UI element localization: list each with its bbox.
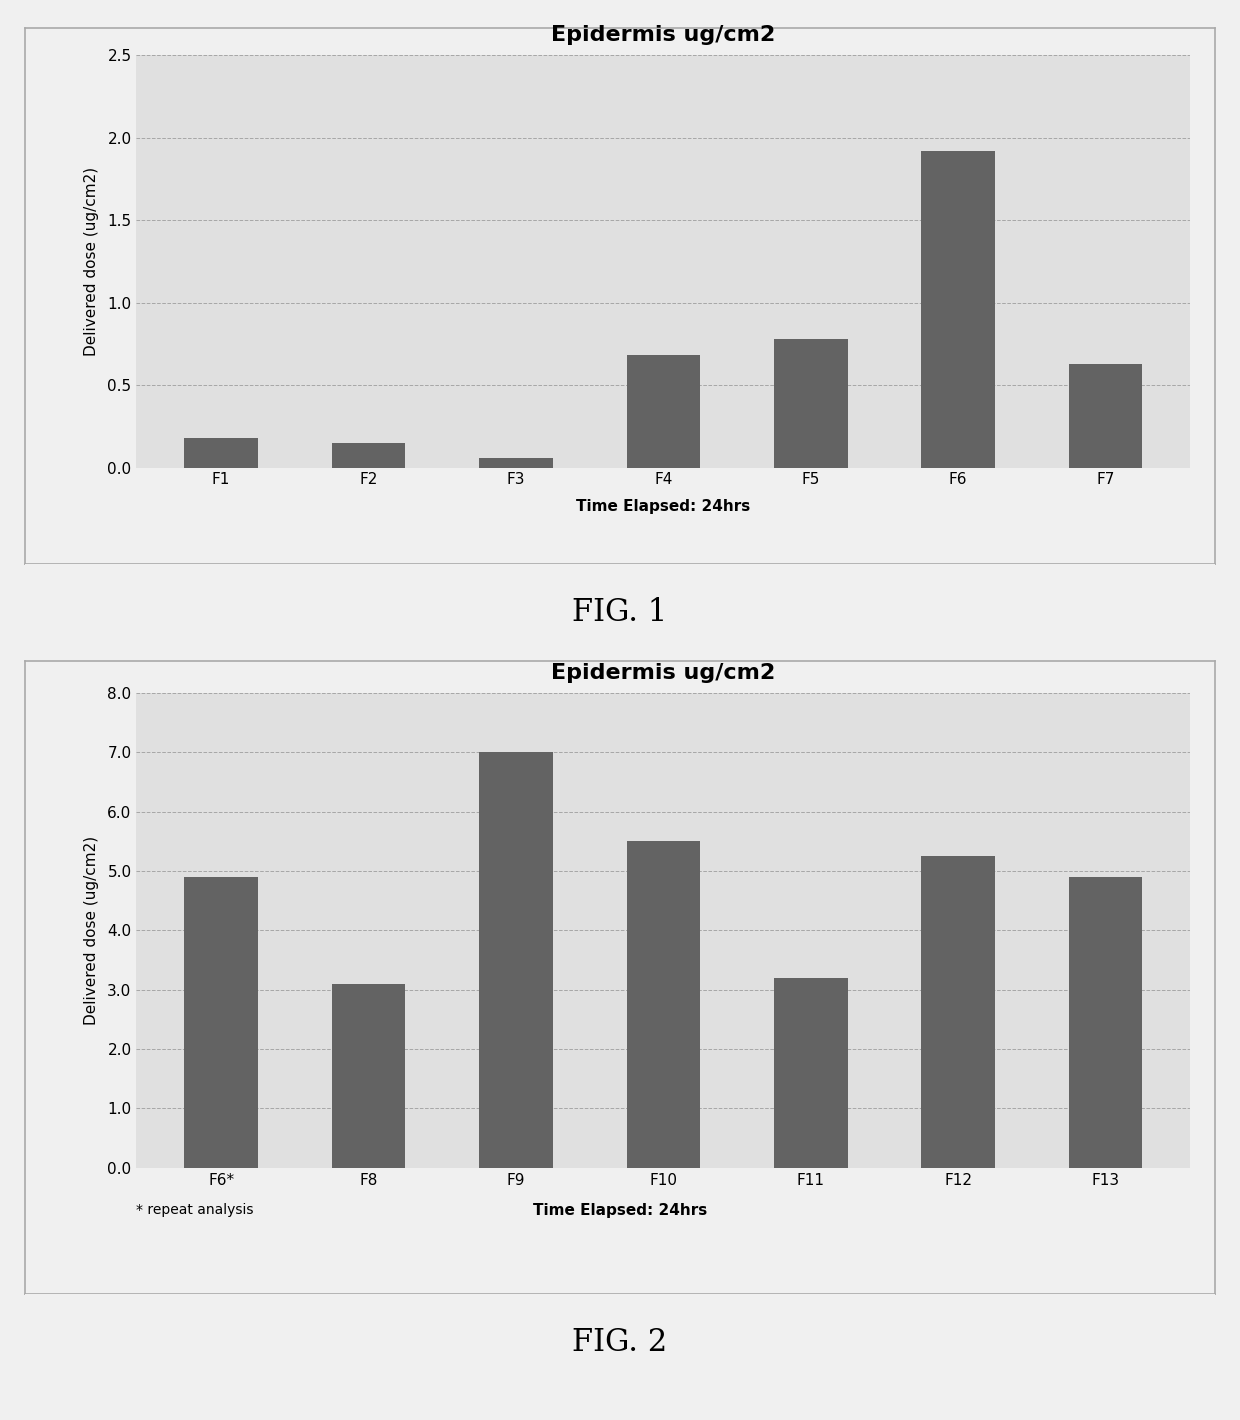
Bar — [921, 151, 994, 467]
Y-axis label: Delivered dose (ug/cm2): Delivered dose (ug/cm2) — [84, 166, 99, 356]
Bar — [626, 841, 701, 1167]
Title: Epidermis ug/cm2: Epidermis ug/cm2 — [552, 26, 775, 45]
Bar — [185, 878, 258, 1167]
Bar — [774, 978, 848, 1167]
Bar — [921, 856, 994, 1167]
Y-axis label: Delivered dose (ug/cm2): Delivered dose (ug/cm2) — [84, 836, 99, 1025]
Title: Epidermis ug/cm2: Epidermis ug/cm2 — [552, 663, 775, 683]
X-axis label: Time Elapsed: 24hrs: Time Elapsed: 24hrs — [577, 498, 750, 514]
Bar — [185, 437, 258, 467]
Text: FIG. 1: FIG. 1 — [573, 598, 667, 628]
Bar — [479, 457, 553, 467]
Text: * repeat analysis: * repeat analysis — [136, 1203, 254, 1217]
Text: FIG. 2: FIG. 2 — [573, 1328, 667, 1359]
Bar — [332, 984, 405, 1167]
Text: Time Elapsed: 24hrs: Time Elapsed: 24hrs — [533, 1203, 707, 1218]
Bar — [1069, 878, 1142, 1167]
Bar — [332, 443, 405, 467]
Bar — [1069, 364, 1142, 467]
Bar — [479, 753, 553, 1167]
Bar — [626, 355, 701, 467]
Bar — [774, 339, 848, 467]
